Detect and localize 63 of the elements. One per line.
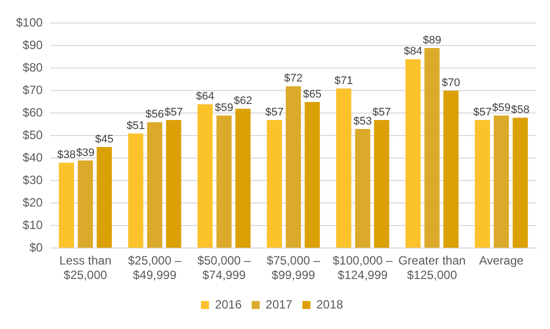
data-label: $84: [404, 46, 422, 58]
bar: [405, 59, 421, 248]
data-label: $38: [57, 149, 76, 162]
bar: [197, 104, 213, 248]
bar: [266, 120, 282, 248]
bar: [58, 162, 74, 248]
y-tick-label: $10: [22, 218, 44, 232]
data-label: $53: [353, 115, 372, 128]
legend-label: 2017: [266, 297, 293, 312]
y-tick-label: $0: [29, 240, 44, 255]
bar: [235, 108, 251, 248]
bar: [286, 86, 301, 248]
bar: [512, 118, 528, 248]
bar: [336, 88, 352, 248]
bar: [96, 146, 112, 248]
x-tick-label: $50,000 – $74,999: [197, 254, 252, 282]
bar: [304, 102, 320, 248]
y-tick-label: $70: [22, 83, 44, 98]
data-label: $59: [214, 102, 234, 114]
data-label: $65: [303, 88, 322, 100]
data-label: $62: [234, 95, 252, 108]
data-label: $59: [492, 102, 511, 114]
data-label: $56: [146, 108, 164, 121]
legend-label: 2018: [316, 297, 344, 312]
bar: [128, 133, 144, 248]
data-label: $89: [422, 34, 442, 46]
data-label: $51: [126, 120, 145, 132]
x-tick-label: Greater than $125,000: [398, 254, 466, 282]
data-label: $45: [95, 133, 114, 146]
x-tick-label: $25,000 – $49,999: [128, 254, 182, 282]
bar: [216, 115, 232, 248]
data-label: $71: [334, 74, 353, 87]
bar: [474, 120, 490, 248]
bar: [78, 160, 93, 248]
data-label: $58: [511, 104, 530, 116]
data-label: $70: [442, 77, 460, 90]
bar: [424, 48, 440, 248]
x-tick-label: $100,000 – $124,999: [332, 254, 394, 282]
bar: [494, 115, 509, 248]
data-label: $72: [284, 72, 303, 85]
legend-label: 2016: [214, 297, 242, 312]
bar: [147, 122, 162, 248]
y-tick-label: $20: [22, 196, 44, 210]
data-label: $39: [76, 146, 95, 159]
data-label: $64: [196, 90, 214, 103]
y-tick-label: $60: [22, 106, 44, 120]
y-tick-label: $50: [22, 128, 44, 142]
x-tick-label: Less than $25,000: [59, 254, 112, 282]
data-label: $57: [265, 106, 284, 118]
data-label: $57: [372, 106, 391, 118]
bar: [355, 128, 370, 248]
bar: [166, 120, 182, 248]
x-tick-label: $75,000 – $99,999: [266, 254, 320, 282]
x-tick-label: Average: [479, 254, 524, 268]
y-tick-label: $30: [22, 173, 44, 188]
y-tick-label: $100: [16, 16, 44, 30]
data-label: $57: [473, 106, 492, 118]
data-label: $57: [164, 106, 183, 118]
bar: [374, 120, 390, 248]
y-tick-label: $40: [22, 150, 44, 165]
y-tick-label: $90: [22, 38, 44, 52]
y-tick-label: $80: [22, 60, 44, 75]
bar: [443, 90, 459, 248]
